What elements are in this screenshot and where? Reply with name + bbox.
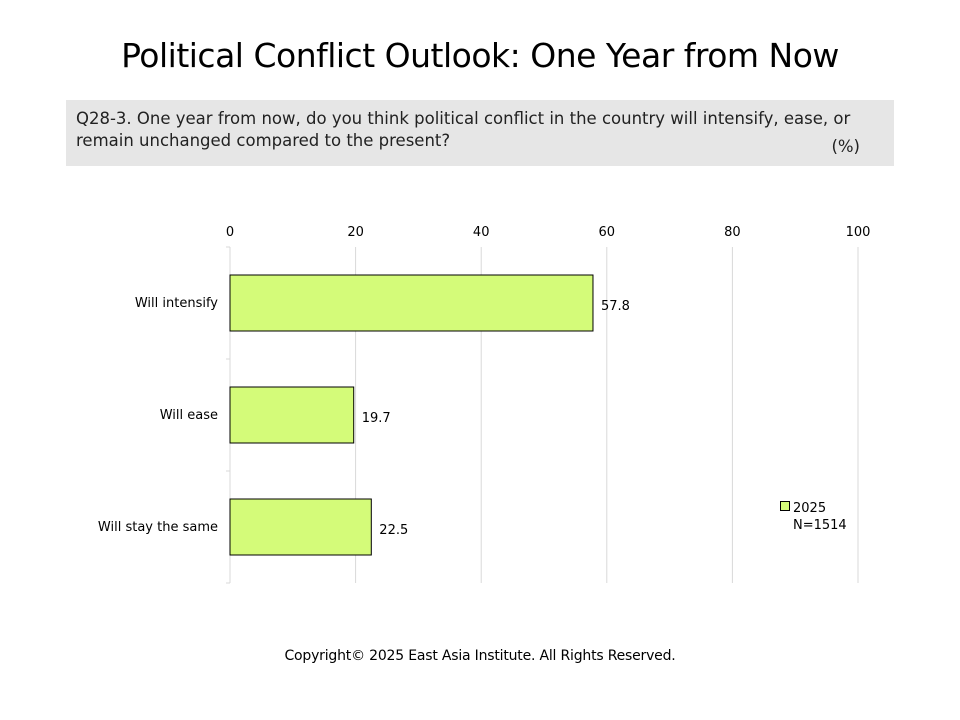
category-label: Will intensify: [135, 296, 218, 311]
data-label: 22.5: [379, 523, 408, 538]
category-label: Will ease: [160, 408, 218, 423]
x-tick-label: 0: [226, 225, 234, 240]
data-label: 19.7: [362, 411, 391, 426]
x-tick-label: 20: [347, 225, 364, 240]
data-label: 57.8: [601, 299, 630, 314]
x-tick-label: 40: [473, 225, 490, 240]
x-tick-label: 100: [846, 225, 871, 240]
bar: [229, 274, 594, 332]
question-box: Q28-3. One year from now, do you think p…: [66, 100, 894, 166]
x-tick-label: 60: [599, 225, 616, 240]
bar: [229, 498, 372, 556]
legend: 2025 N=1514: [780, 500, 847, 534]
unit-label: (%): [831, 137, 860, 156]
legend-sample-size: N=1514: [793, 518, 847, 533]
question-text: Q28-3. One year from now, do you think p…: [76, 109, 851, 150]
page-title: Political Conflict Outlook: One Year fro…: [121, 36, 839, 75]
category-label: Will stay the same: [98, 520, 218, 535]
bar: [229, 386, 355, 444]
legend-series-label: 2025: [793, 501, 827, 516]
legend-swatch: [780, 501, 790, 511]
x-tick-label: 80: [724, 225, 741, 240]
copyright-footer: Copyright© 2025 East Asia Institute. All…: [284, 648, 676, 664]
